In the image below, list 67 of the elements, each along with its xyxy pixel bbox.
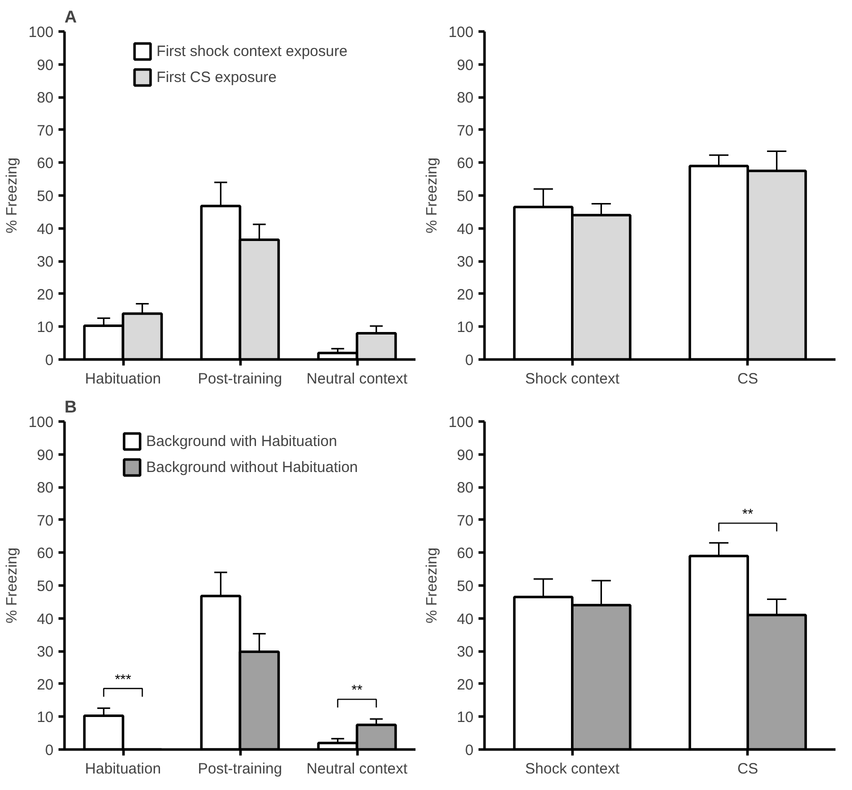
x-tick-label: CS (737, 370, 758, 388)
y-tick-label: 80 (36, 480, 54, 497)
y-tick-label: 40 (36, 610, 54, 628)
y-tick-label: 60 (456, 545, 474, 562)
y-tick-label: 100 (28, 414, 54, 431)
y-tick-label: 50 (36, 578, 54, 595)
y-tick-label: 60 (36, 545, 54, 562)
y-tick-label: 20 (36, 676, 54, 694)
y-tick-label: 70 (36, 512, 54, 530)
y-tick-label: 30 (36, 644, 54, 661)
legend-label: Background without Habituation (146, 458, 358, 476)
x-tick-label: Habituation (85, 370, 161, 388)
y-tick-label: 40 (36, 220, 54, 238)
y-tick-label: 80 (456, 480, 474, 497)
x-tick-label: Shock context (525, 760, 620, 778)
legend-label: First shock context exposure (156, 42, 348, 60)
y-axis-title: % Freezing (423, 548, 440, 624)
annotation: ** (742, 506, 754, 522)
y-tick-label: 0 (45, 352, 54, 369)
y-tick-label: 30 (456, 644, 474, 661)
y-tick-label: 70 (456, 122, 474, 140)
x-tick-label: Habituation (85, 760, 161, 778)
y-tick-label: 80 (456, 90, 474, 107)
y-tick-label: 20 (36, 286, 54, 304)
y-tick-label: 10 (36, 319, 54, 336)
y-tick-label: 20 (456, 286, 474, 304)
y-tick-label: 90 (36, 56, 54, 74)
annotation: *** (114, 670, 132, 687)
legend-label: First CS exposure (156, 68, 277, 86)
y-tick-label: 30 (36, 254, 54, 271)
y-tick-label: 70 (36, 122, 54, 140)
y-tick-label: 10 (456, 709, 474, 726)
y-tick-label: 90 (36, 446, 54, 464)
y-tick-label: 40 (456, 220, 474, 238)
y-axis-title: % Freezing (423, 158, 440, 234)
y-tick-label: 0 (45, 742, 54, 759)
y-tick-label: 100 (28, 24, 54, 41)
chart-title: B (64, 398, 77, 416)
x-tick-label: Post-training (198, 370, 282, 388)
chart-title: A (64, 8, 77, 26)
x-tick-label: Neutral context (306, 370, 408, 388)
y-tick-label: 100 (448, 24, 474, 41)
y-tick-label: 0 (465, 742, 474, 759)
y-tick-label: 30 (456, 254, 474, 271)
y-tick-label: 10 (456, 319, 474, 336)
legend-label: Background with Habituation (146, 432, 338, 450)
annotation: ** (352, 682, 363, 698)
y-tick-label: 90 (456, 446, 474, 464)
y-tick-label: 10 (36, 709, 54, 726)
y-tick-label: 0 (465, 352, 474, 369)
y-tick-label: 90 (456, 56, 474, 74)
y-tick-label: 50 (36, 188, 54, 205)
y-tick-label: 100 (448, 414, 474, 431)
y-tick-label: 70 (456, 512, 474, 530)
y-tick-label: 50 (456, 578, 474, 595)
y-tick-label: 50 (456, 188, 474, 205)
x-tick-label: Neutral context (306, 760, 408, 778)
y-tick-label: 20 (456, 676, 474, 694)
x-tick-label: Post-training (198, 760, 282, 778)
y-tick-label: 60 (456, 155, 474, 172)
y-tick-label: 80 (36, 90, 54, 107)
y-tick-label: 40 (456, 610, 474, 628)
x-tick-label: CS (737, 760, 758, 778)
x-tick-label: Shock context (525, 370, 620, 388)
y-axis-title: % Freezing (3, 158, 20, 234)
y-tick-label: 60 (36, 155, 54, 172)
y-axis-title: % Freezing (3, 548, 20, 624)
